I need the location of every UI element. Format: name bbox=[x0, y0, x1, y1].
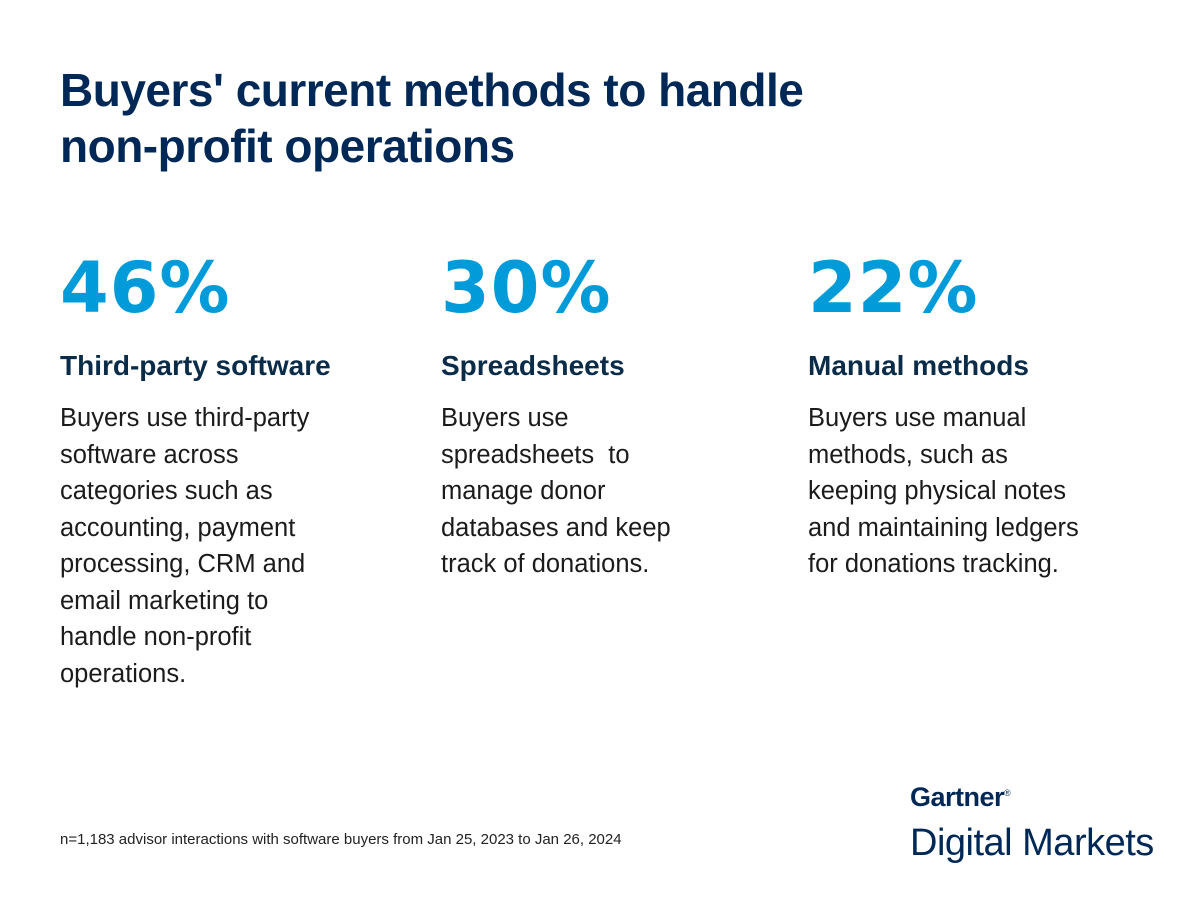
logo-brand: Gartner bbox=[910, 782, 1005, 812]
line: Buyers use bbox=[441, 404, 569, 432]
line: categories such as bbox=[60, 477, 273, 505]
line: and maintaining ledgers bbox=[808, 513, 1079, 542]
line: spreadsheets to bbox=[441, 440, 630, 469]
stat-spreadsheets: 30% Spreadsheets Buyers use spreadsheets… bbox=[441, 250, 671, 583]
stat-third-party-software: 46% Third-party software Buyers use thir… bbox=[60, 250, 331, 692]
logo-product: Digital Markets bbox=[910, 822, 1154, 864]
stat-description: Buyers use third-party software across c… bbox=[60, 400, 331, 692]
stat-heading: Manual methods bbox=[808, 350, 1029, 381]
line: accounting, payment bbox=[60, 513, 296, 542]
line: processing, CRM and bbox=[60, 550, 306, 578]
title-line: non-profit operations bbox=[60, 120, 515, 172]
footnote: n=1,183 advisor interactions with softwa… bbox=[60, 831, 622, 848]
page-title: Buyers' current methods to handle non-pr… bbox=[60, 62, 804, 174]
line: manage donor bbox=[441, 477, 606, 505]
line: keeping physical notes bbox=[808, 477, 1067, 505]
stat-description: Buyers use spreadsheets to manage donor … bbox=[441, 400, 671, 583]
line: handle non-profit bbox=[60, 623, 252, 651]
registered-mark: ® bbox=[1004, 788, 1011, 798]
line: Buyers use manual bbox=[808, 404, 1027, 432]
line: methods, such as bbox=[808, 440, 1008, 469]
stat-value: 46% bbox=[60, 247, 231, 329]
title-line: Buyers' current methods to handle bbox=[60, 64, 804, 116]
line: track of donations. bbox=[441, 550, 650, 578]
line: for donations tracking. bbox=[808, 550, 1059, 578]
stat-manual-methods: 22% Manual methods Buyers use manual met… bbox=[808, 250, 1079, 583]
stat-value: 30% bbox=[441, 247, 612, 329]
line: Buyers use third-party bbox=[60, 404, 310, 432]
gartner-digital-markets-logo: Gartner® Digital Markets bbox=[910, 778, 1154, 866]
stat-description: Buyers use manual methods, such as keepi… bbox=[808, 400, 1079, 583]
line: software across bbox=[60, 440, 239, 469]
line: operations. bbox=[60, 659, 187, 688]
stat-heading: Third-party software bbox=[60, 350, 331, 381]
line: email marketing to bbox=[60, 586, 269, 615]
stat-value: 22% bbox=[808, 247, 979, 329]
line: databases and keep bbox=[441, 513, 671, 542]
stat-heading: Spreadsheets bbox=[441, 350, 625, 381]
